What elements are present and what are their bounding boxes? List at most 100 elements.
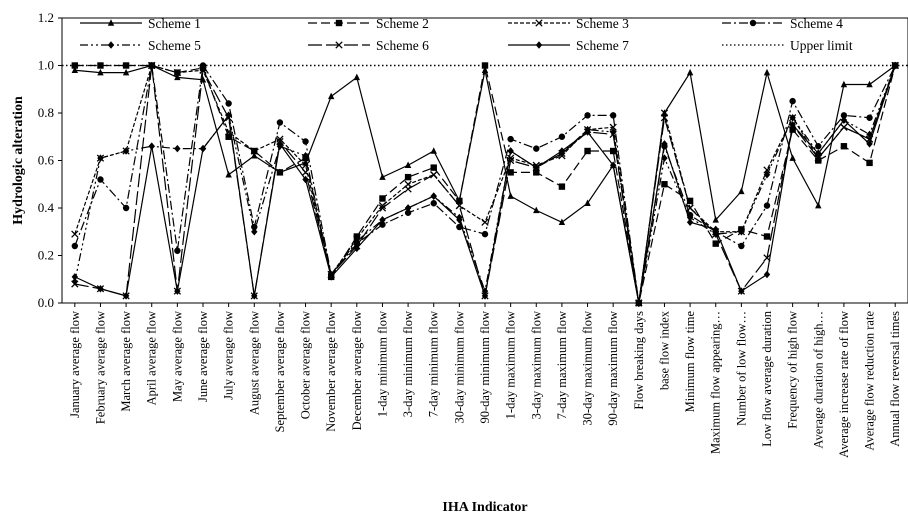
- point-marker: [225, 100, 232, 107]
- point-marker: [866, 80, 873, 88]
- point-marker: [609, 147, 617, 155]
- x-tick-label: April average flow: [145, 311, 159, 405]
- point-marker: [840, 112, 848, 119]
- point-marker: [71, 242, 79, 250]
- x-tick-label: Maximum flow appearing…: [709, 311, 723, 454]
- point-marker: [789, 114, 796, 122]
- point-marker: [584, 199, 591, 206]
- point-marker: [815, 149, 822, 158]
- point-marker: [302, 138, 309, 145]
- point-marker: [535, 19, 543, 27]
- point-marker: [430, 147, 437, 154]
- x-tick-label: October average flow: [299, 311, 313, 419]
- y-tick-label: 1.2: [38, 10, 54, 25]
- legend-item: Scheme 6: [308, 38, 429, 53]
- legend-item: Upper limit: [722, 38, 853, 53]
- point-marker: [507, 192, 514, 199]
- series-scheme-7: [71, 61, 899, 307]
- point-marker: [251, 152, 258, 159]
- x-tick-label: November average flow: [324, 311, 338, 432]
- point-marker: [379, 216, 386, 224]
- point-marker: [686, 213, 694, 222]
- point-marker: [250, 147, 258, 155]
- point-marker: [276, 140, 284, 148]
- point-marker: [763, 233, 771, 240]
- point-marker: [815, 201, 822, 209]
- point-marker: [148, 61, 156, 70]
- legend-item: Scheme 5: [80, 38, 201, 53]
- point-marker: [712, 240, 719, 247]
- point-marker: [404, 161, 412, 168]
- legend-label: Scheme 7: [576, 38, 629, 53]
- point-marker: [763, 68, 771, 76]
- point-marker: [584, 128, 591, 136]
- x-tick-label: July average flow: [222, 311, 236, 400]
- point-marker: [378, 201, 387, 210]
- point-marker: [107, 19, 115, 26]
- point-marker: [71, 230, 79, 238]
- point-marker: [97, 285, 104, 293]
- point-marker: [353, 244, 361, 253]
- point-marker: [97, 68, 104, 76]
- point-marker: [789, 97, 796, 105]
- legend-item: Scheme 2: [308, 16, 429, 31]
- y-tick-label: 0.0: [38, 295, 54, 310]
- point-marker: [173, 68, 182, 77]
- x-tick-label: June average flow: [196, 311, 210, 402]
- point-marker: [738, 287, 745, 295]
- legend-item: Scheme 1: [80, 16, 201, 31]
- point-marker: [712, 225, 719, 234]
- point-marker: [353, 237, 361, 245]
- x-tick-label: Frequency of high flow: [786, 311, 800, 429]
- point-marker: [866, 114, 873, 121]
- x-tick-label: Average flow reduction rate: [863, 311, 877, 451]
- point-marker: [558, 218, 566, 225]
- point-marker: [866, 159, 873, 167]
- point-marker: [335, 41, 343, 49]
- x-tick-label: December average flow: [350, 311, 364, 430]
- x-tick-label: January average flow: [68, 311, 82, 418]
- point-marker: [558, 147, 566, 155]
- point-marker: [455, 201, 464, 210]
- y-tick-label: 0.4: [38, 200, 55, 215]
- x-tick-label: 1-day maximum flow: [504, 311, 518, 419]
- legend-item: Scheme 7: [508, 38, 629, 53]
- point-marker: [660, 114, 669, 122]
- point-marker: [584, 147, 591, 155]
- point-marker: [430, 192, 437, 200]
- point-marker: [609, 128, 617, 136]
- point-marker: [379, 221, 386, 228]
- point-marker: [430, 200, 437, 207]
- point-marker: [379, 195, 386, 202]
- point-marker: [148, 142, 155, 150]
- point-marker: [507, 147, 514, 155]
- point-marker: [174, 144, 181, 153]
- point-marker: [840, 143, 848, 150]
- legend-label: Scheme 5: [148, 38, 201, 53]
- x-tick-label: 30-day maximum flow: [581, 311, 595, 426]
- point-marker: [456, 197, 463, 205]
- x-axis-title: IHA Indicator: [442, 500, 527, 515]
- point-marker: [481, 230, 489, 238]
- x-tick-label: 1-day minimum flow: [375, 311, 389, 417]
- legend: Scheme 1 Scheme 2 Scheme 3 Scheme 4 Scheme 5…: [80, 16, 853, 53]
- legend-item: Scheme 4: [722, 16, 843, 31]
- point-marker: [327, 92, 335, 100]
- point-marker: [378, 204, 387, 212]
- x-tick-label: 90-day maximum flow: [606, 311, 620, 426]
- point-marker: [71, 280, 79, 288]
- point-marker: [276, 169, 284, 176]
- axes: 0.0 0.2 0.4 0.6 0.8 1.0 1.2 January average flo…: [38, 10, 908, 458]
- legend-label: Scheme 3: [576, 16, 629, 31]
- point-marker: [199, 66, 207, 74]
- point-marker: [533, 206, 540, 214]
- point-marker: [840, 116, 848, 124]
- y-axis-title: Hydrologic alteration: [11, 96, 26, 225]
- point-marker: [866, 140, 873, 148]
- point-marker: [558, 133, 566, 140]
- point-marker: [122, 204, 130, 212]
- point-marker: [866, 130, 873, 139]
- legend-item: Scheme 3: [508, 16, 629, 31]
- x-tick-label: May average flow: [170, 311, 184, 402]
